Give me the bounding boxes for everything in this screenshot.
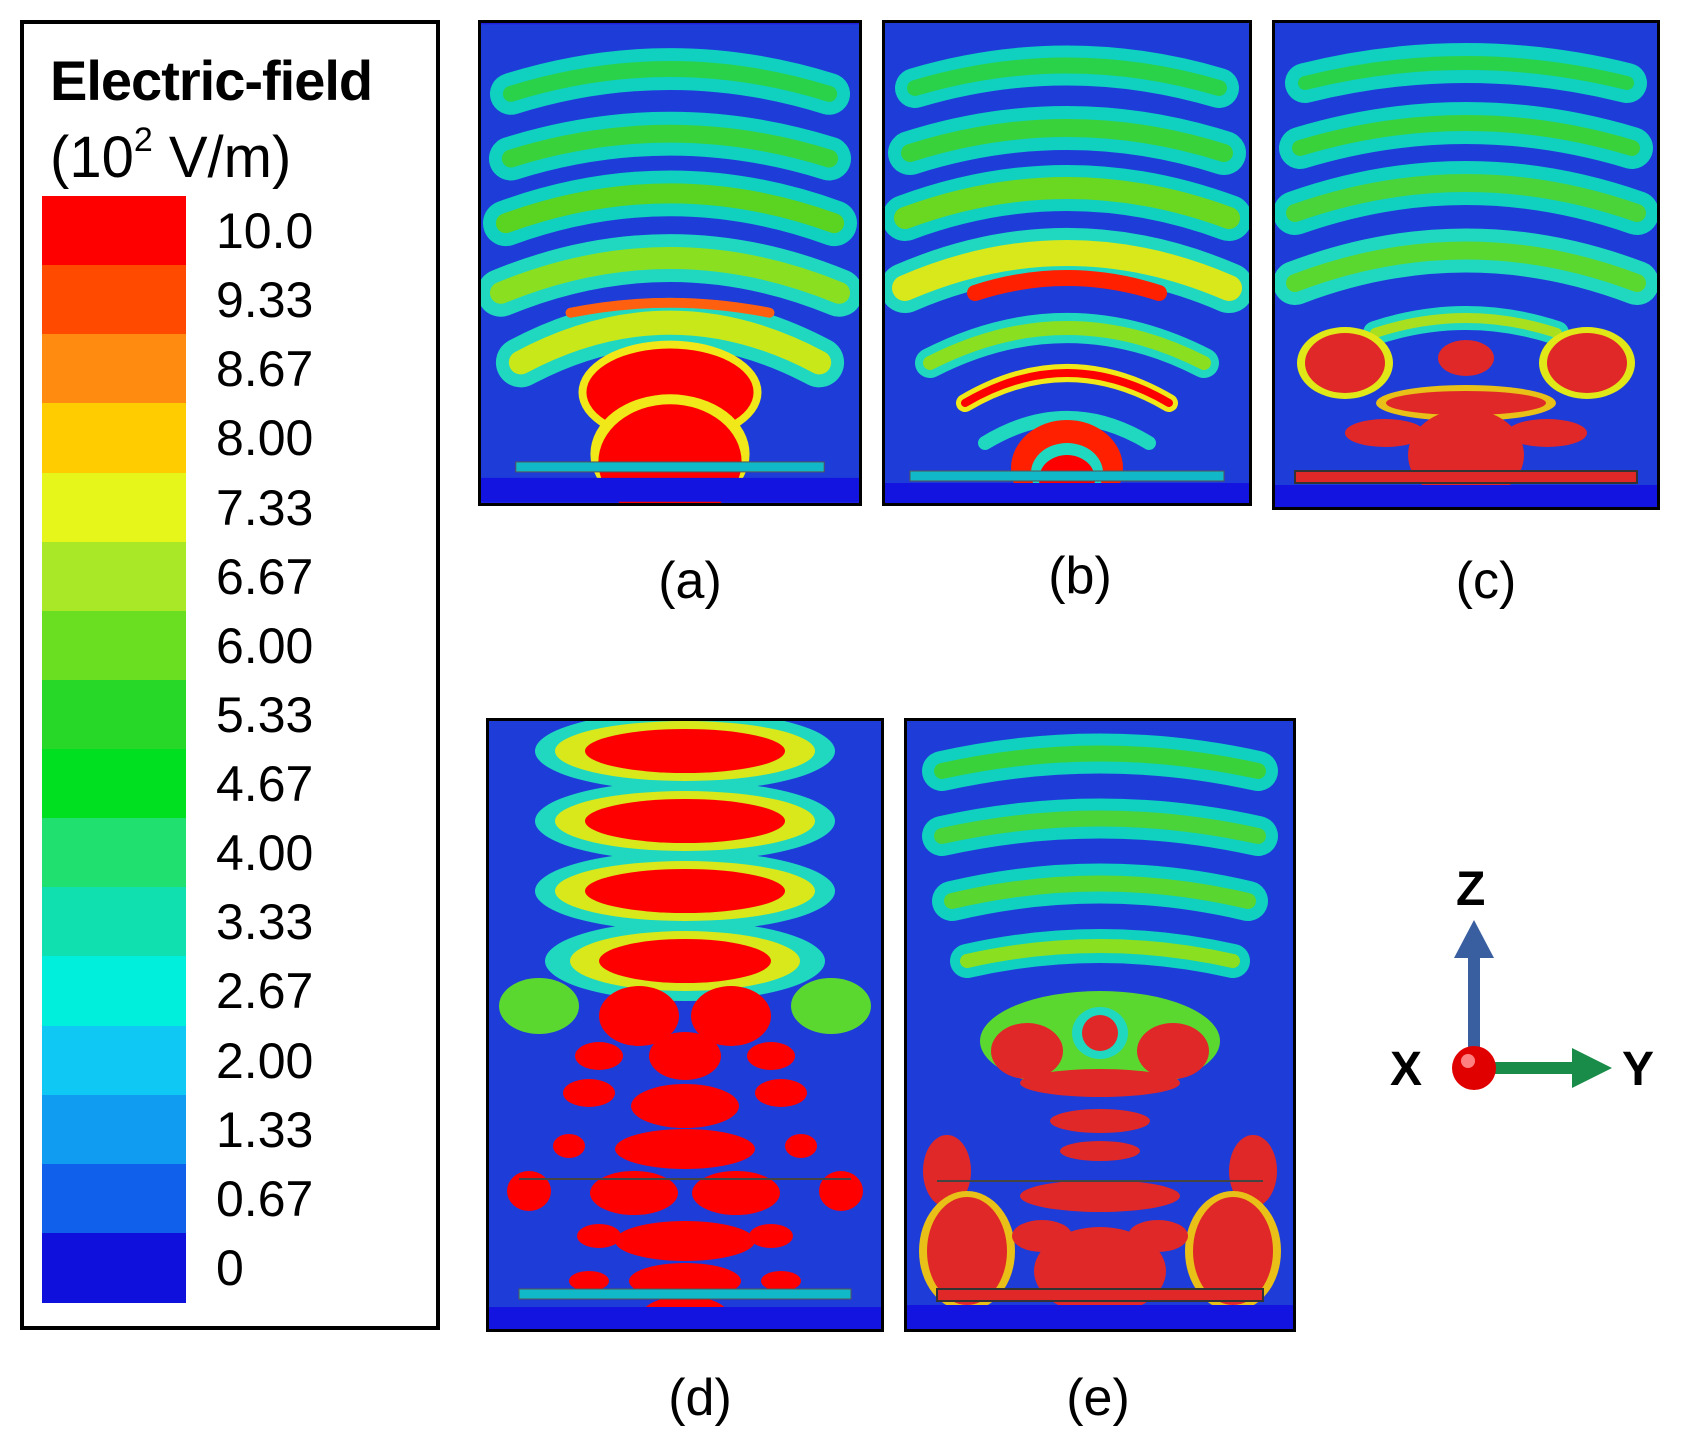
legend-tick-label: 0 <box>216 1239 244 1296</box>
legend-tick-label: 2.00 <box>216 1032 314 1089</box>
legend-unit-prefix: (10 <box>50 125 134 190</box>
legend-band <box>42 196 186 266</box>
legend-tick-label: 0.67 <box>216 1170 314 1227</box>
field-panel-d <box>486 718 884 1332</box>
field-panel-a <box>478 20 862 506</box>
legend-band <box>42 265 186 335</box>
panel-label-b: (b) <box>1048 547 1112 605</box>
legend-tick-label: 10.0 <box>216 203 314 259</box>
legend-band <box>42 541 186 612</box>
panel-label-a: (a) <box>658 552 722 610</box>
legend-band <box>42 818 186 888</box>
legend-tick-label: 5.33 <box>216 686 314 743</box>
legend-band <box>42 1094 186 1165</box>
y-arrowhead-icon <box>1572 1048 1612 1088</box>
legend-unit-exponent: 2 <box>133 121 153 159</box>
y-axis-label: Y <box>1622 1043 1655 1096</box>
legend-tick-label: 8.67 <box>216 341 314 398</box>
legend-tick-label: 8.00 <box>216 410 314 467</box>
field-map-e <box>907 721 1293 1329</box>
legend-tick-label: 4.00 <box>216 825 314 882</box>
legend-band <box>42 334 186 404</box>
legend-band <box>42 403 186 473</box>
legend-color-bar <box>42 196 186 1303</box>
field-map-a <box>481 24 859 503</box>
legend-band <box>42 887 186 957</box>
legend-tick-label: 9.33 <box>216 272 314 329</box>
x-axis-label: X <box>1390 1043 1423 1096</box>
field-panel-b <box>882 20 1252 506</box>
legend-unit: (102 V/m) <box>50 121 292 191</box>
legend-title: Electric-field <box>50 49 373 112</box>
legend-tick-label: 6.00 <box>216 617 314 674</box>
panel-label-e: (e) <box>1066 1369 1130 1427</box>
z-arrowhead-icon <box>1454 920 1494 958</box>
legend-tick-label: 6.67 <box>216 548 314 605</box>
legend-tick-label: 1.33 <box>216 1101 314 1158</box>
coordinate-axes: Z X Y <box>1390 866 1680 1120</box>
field-map-b <box>885 23 1249 503</box>
legend-band <box>42 956 186 1026</box>
legend-tick-label: 2.67 <box>216 963 314 1020</box>
legend-band <box>42 1163 186 1234</box>
legend-band <box>42 472 186 543</box>
legend-tick-label: 3.33 <box>216 894 314 951</box>
field-map-c <box>1275 23 1657 507</box>
legend-tick-label: 7.33 <box>216 479 314 536</box>
z-axis-label: Z <box>1456 863 1486 916</box>
field-map-d <box>489 721 881 1329</box>
legend-tick-label: 4.67 <box>216 756 314 812</box>
panel-label-c: (c) <box>1455 552 1517 610</box>
axes-arrows <box>1452 920 1612 1090</box>
panel-label-d: (d) <box>668 1369 732 1427</box>
legend-band <box>42 1025 186 1096</box>
legend-band <box>42 610 186 681</box>
x-axis-dot-icon <box>1452 1046 1496 1090</box>
legend-unit-suffix: V/m) <box>152 125 292 190</box>
legend-band <box>42 1232 186 1303</box>
x-dot-highlight <box>1461 1054 1475 1068</box>
field-panel-e <box>904 718 1296 1332</box>
field-panel-c <box>1272 20 1660 510</box>
legend-band <box>42 749 186 819</box>
color-legend: Electric-field (102 V/m) 10.0 9.33 8.67 8.0… <box>20 20 440 1330</box>
legend-band <box>42 679 186 750</box>
